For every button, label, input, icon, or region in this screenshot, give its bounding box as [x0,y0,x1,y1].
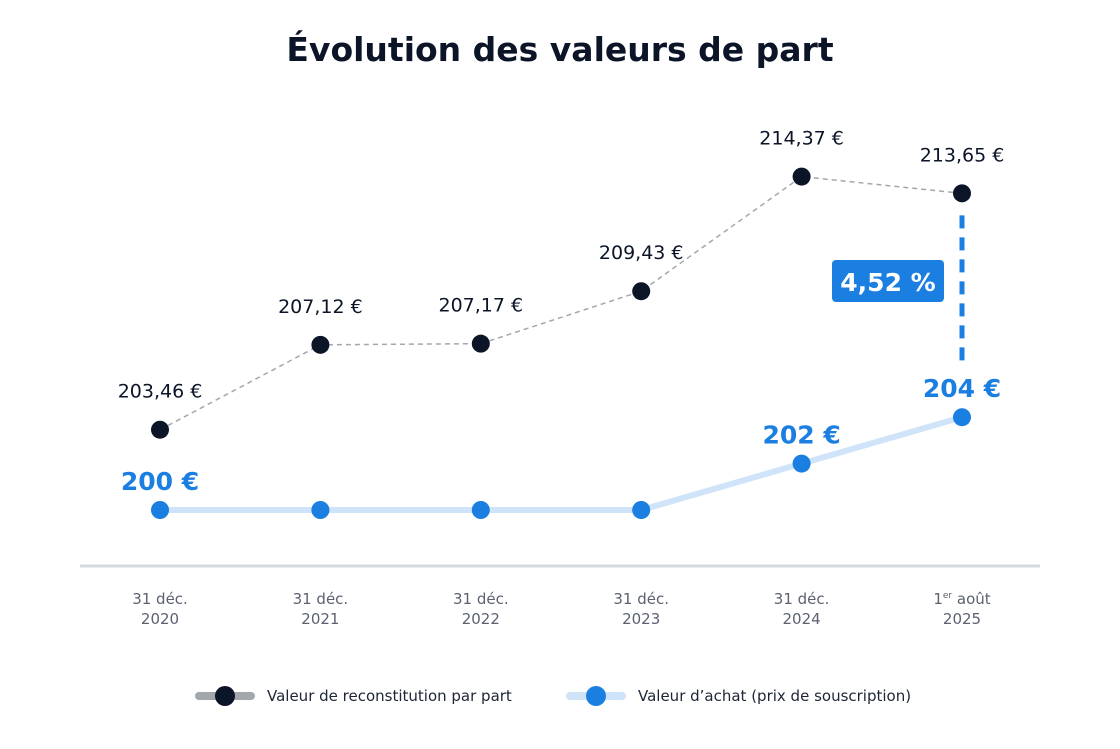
x-tick-label: 31 déc. [132,590,188,608]
point-achat [792,454,811,473]
gap-badge-label: 4,52 % [840,268,935,297]
data-label-reconstitution: 213,65 € [920,144,1005,166]
point-reconstitution [792,167,811,186]
series-line-achat [160,414,963,513]
point-reconstitution [632,282,651,301]
point-achat [953,408,971,427]
data-label-reconstitution: 207,12 € [278,296,363,318]
chart-title: Évolution des valeurs de part [286,30,834,69]
x-tick-label: 31 déc. [774,590,830,608]
x-tick-label: 2022 [462,610,500,628]
data-label-achat: 202 € [762,421,840,450]
point-achat [151,501,169,519]
data-label-reconstitution: 209,43 € [599,242,684,264]
x-tick-label: 2020 [141,610,179,628]
x-tick-label: 2024 [783,610,821,628]
x-tick-label: 31 déc. [293,590,349,608]
x-tick-label: 31 déc. [453,590,509,608]
gap-badge [832,260,944,302]
x-tick-label: 2023 [622,610,660,628]
legend-swatch-dark [195,686,255,706]
point-reconstitution [953,184,971,203]
legend-item-achat: Valeur d’achat (prix de souscription) [566,686,911,706]
data-label-reconstitution: 203,46 € [118,381,203,403]
data-label-reconstitution: 207,17 € [438,295,523,317]
x-tick-label: 31 déc. [613,590,669,608]
data-label-achat: 204 € [923,374,1001,403]
x-tick-label: 2021 [301,610,339,628]
x-tick-label: 1er août [933,590,990,608]
point-achat [311,501,330,519]
point-achat [471,501,490,519]
point-reconstitution [151,420,169,439]
x-tick-label: 2025 [943,610,981,628]
point-achat [632,501,651,519]
legend-label: Valeur de reconstitution par part [267,687,512,705]
data-label-reconstitution: 214,37 € [759,128,844,150]
data-label-achat: 200 € [121,467,199,496]
legend-label: Valeur d’achat (prix de souscription) [638,687,912,705]
legend-swatch-blue [566,686,626,706]
point-reconstitution [311,335,330,354]
series-line-reconstitution [159,175,963,431]
point-reconstitution [471,334,490,353]
legend-item-reconstitution: Valeur de reconstitution par part [195,686,512,706]
